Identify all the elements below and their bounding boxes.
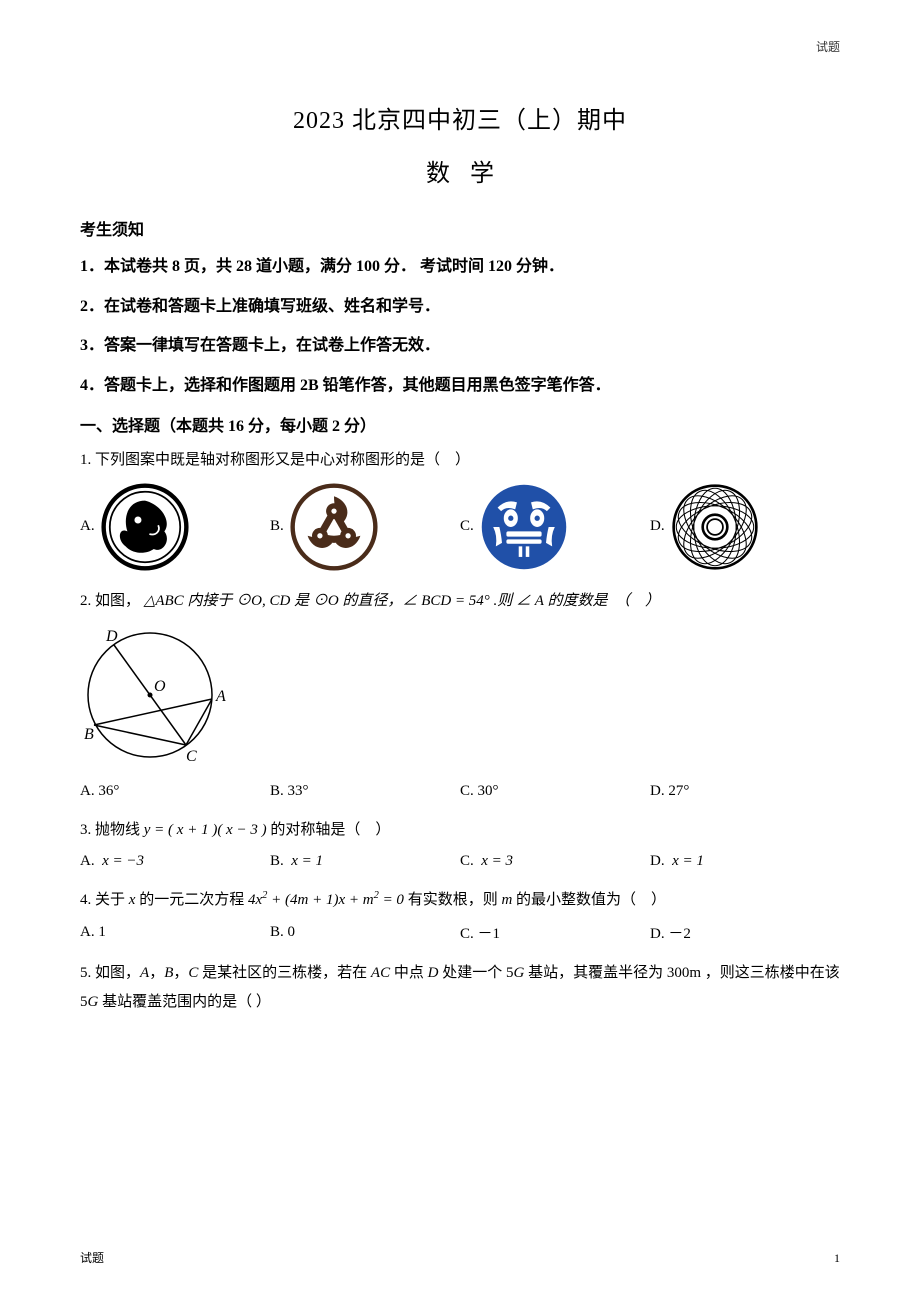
q3-option-a: A. x = −3 <box>80 853 270 870</box>
pattern-c-icon <box>480 483 568 571</box>
q5-stem-text: 5. 如图，A，B，C 是某社区的三栋楼，若在 AC 中点 D 处建一个 5G … <box>80 965 840 1010</box>
q2-options: A. 36° B. 33° C. 30° D. 27° <box>80 783 840 800</box>
q1-option-c: C. <box>460 483 650 571</box>
notice-item: 1．本试卷共 8 页，共 28 道小题，满分 100 分． 考试时间 120 分… <box>80 254 840 280</box>
q1-option-a: A. <box>80 483 270 571</box>
q2-option-d: D. 27° <box>650 783 840 800</box>
option-label: C. <box>460 518 474 535</box>
notice-heading: 考生须知 <box>80 216 840 240</box>
svg-text:O: O <box>154 678 166 695</box>
svg-text:D: D <box>105 628 118 645</box>
q2-stem-prefix: 2. 如图， <box>80 593 140 609</box>
section-heading: 一、选择题（本题共 16 分，每小题 2 分） <box>80 412 840 436</box>
option-label: A. <box>80 518 95 535</box>
q3-options: A. x = −3 B. x = 1 C. x = 3 D. x = 1 <box>80 853 840 870</box>
notice-item: 2．在试卷和答题卡上准确填写班级、姓名和学号． <box>80 294 840 320</box>
exam-title-line2: 数学 <box>80 153 840 188</box>
q5-stem: 5. 如图，A，B，C 是某社区的三栋楼，若在 AC 中点 D 处建一个 5G … <box>80 959 840 1016</box>
q2-option-c: C. 30° <box>460 783 650 800</box>
exam-title-line1: 2023 北京四中初三（上）期中 <box>80 100 840 135</box>
q3-option-d: D. x = 1 <box>650 853 840 870</box>
q4-option-d: D. －2 <box>650 922 840 943</box>
q4-options: A. 1 B. 0 C. －1 D. －2 <box>80 922 840 943</box>
svg-text:A: A <box>215 688 226 705</box>
svg-text:B: B <box>84 726 94 743</box>
pattern-b-icon <box>290 483 378 571</box>
q1-option-d: D. <box>650 483 840 571</box>
page-number: 1 <box>834 1251 840 1266</box>
q1-options: A. B. <box>80 483 840 571</box>
option-label: D. <box>650 518 665 535</box>
q2-figure: D O A B C <box>80 623 840 773</box>
q4-option-a: A. 1 <box>80 924 270 941</box>
q4-stem: 4. 关于 x 的一元二次方程 4x2 + (4m + 1)x + m2 = 0… <box>80 886 840 915</box>
svg-text:C: C <box>186 748 197 765</box>
q1-option-b: B. <box>270 483 460 571</box>
q4-option-c: C. －1 <box>460 922 650 943</box>
pattern-a-icon <box>101 483 189 571</box>
q3-option-b: B. x = 1 <box>270 853 460 870</box>
q2-stem: 2. 如图， △ABC 内接于 ⊙O, CD 是 ⊙O 的直径，∠ BCD = … <box>80 587 840 616</box>
q3-stem-text: 3. 抛物线 y = ( x + 1 )( x − 3 ) 的对称轴是（ ） <box>80 822 390 838</box>
circle-diagram-icon: D O A B C <box>80 623 230 768</box>
q3-option-c: C. x = 3 <box>460 853 650 870</box>
footer-label: 试题 <box>80 1249 104 1266</box>
option-label: B. <box>270 518 284 535</box>
q3-stem: 3. 抛物线 y = ( x + 1 )( x − 3 ) 的对称轴是（ ） <box>80 816 840 845</box>
pattern-d-icon <box>671 483 759 571</box>
q4-option-b: B. 0 <box>270 924 460 941</box>
q1-stem: 1. 下列图案中既是轴对称图形又是中心对称图形的是（ ） <box>80 446 840 475</box>
q2-option-b: B. 33° <box>270 783 460 800</box>
header-label: 试题 <box>816 38 840 55</box>
notice-item: 3．答案一律填写在答题卡上，在试卷上作答无效． <box>80 333 840 359</box>
q2-stem-math: △ABC 内接于 ⊙O, CD 是 ⊙O 的直径，∠ BCD = 54° .则 … <box>144 593 660 609</box>
notice-item: 4．答题卡上，选择和作图题用 2B 铅笔作答，其他题目用黑色签字笔作答． <box>80 373 840 399</box>
q2-option-a: A. 36° <box>80 783 270 800</box>
q4-stem-text: 4. 关于 x 的一元二次方程 4x2 + (4m + 1)x + m2 = 0… <box>80 892 666 908</box>
